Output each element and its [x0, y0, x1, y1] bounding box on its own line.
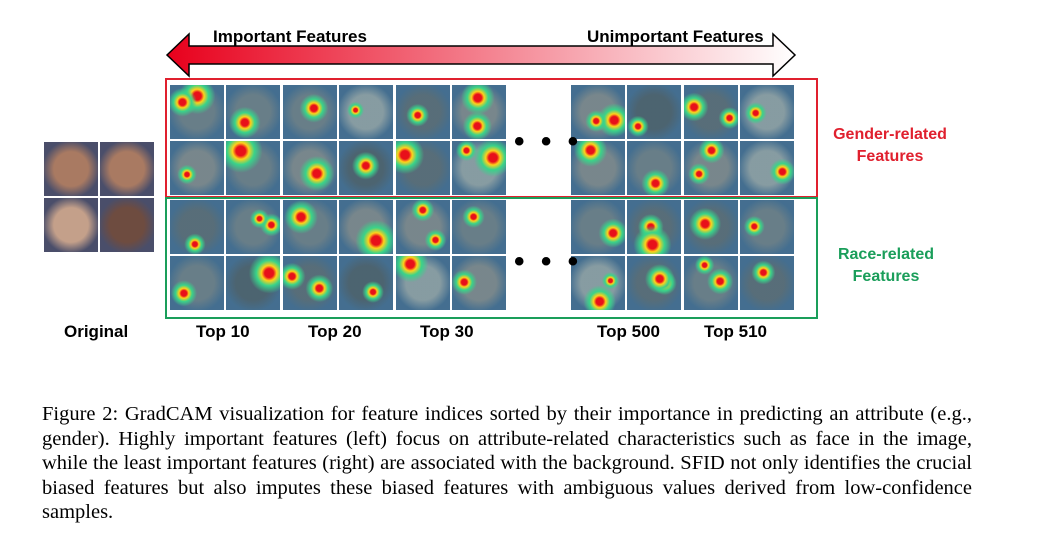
race-related-label: Race-related Features	[816, 244, 956, 288]
gradcam-tile	[740, 200, 794, 254]
gradcam-tile	[740, 256, 794, 310]
gradcam-tile	[571, 256, 625, 310]
original-face-image	[100, 142, 154, 196]
top30-label: Top 30	[420, 322, 474, 341]
gradcam-tile	[452, 256, 506, 310]
gradcam-tile	[170, 141, 224, 195]
original-face-image	[44, 198, 98, 252]
gradcam-tile	[740, 141, 794, 195]
top500-label: Top 500	[597, 322, 660, 341]
figure-caption: Figure 2: GradCAM visualization for feat…	[42, 403, 972, 524]
gradcam-tile	[627, 256, 681, 310]
original-label: Original	[64, 322, 129, 341]
gradcam-tile	[226, 256, 280, 310]
gradcam-tile	[684, 256, 738, 310]
gradcam-tile	[684, 85, 738, 139]
gradcam-tile	[339, 256, 393, 310]
gradcam-tile	[170, 256, 224, 310]
important-features-label: Important Features	[213, 27, 367, 46]
gradcam-tile	[283, 256, 337, 310]
gradcam-tile	[452, 85, 506, 139]
importance-arrow	[165, 32, 797, 78]
gradcam-tile	[396, 85, 450, 139]
gradcam-tile	[283, 85, 337, 139]
gradcam-tile	[339, 141, 393, 195]
original-face-image	[44, 142, 98, 196]
gradcam-tile	[684, 200, 738, 254]
race-label-line2: Features	[852, 268, 920, 285]
gradcam-tile	[452, 200, 506, 254]
top20-label: Top 20	[308, 322, 362, 341]
race-label-line1: Race-related	[837, 246, 935, 263]
gradcam-tile	[396, 200, 450, 254]
gender-label-line2: Features	[856, 148, 924, 165]
gradcam-tile	[283, 141, 337, 195]
gradcam-tile	[283, 200, 337, 254]
gender-label-line1: Gender-related	[833, 126, 947, 143]
gender-related-label: Gender-related Features	[820, 124, 960, 168]
top10-label: Top 10	[196, 322, 250, 341]
gradcam-tile	[170, 85, 224, 139]
gradcam-tile	[627, 200, 681, 254]
gradcam-tile	[226, 85, 280, 139]
original-face-image	[100, 198, 154, 252]
top510-label: Top 510	[704, 322, 767, 341]
race-features-box	[165, 197, 818, 319]
gradcam-tile	[226, 200, 280, 254]
gradcam-tile	[627, 141, 681, 195]
gradcam-tile	[684, 141, 738, 195]
gradcam-tile	[571, 200, 625, 254]
gradcam-tile	[627, 85, 681, 139]
gradcam-tile	[571, 85, 625, 139]
gradcam-tile	[571, 141, 625, 195]
gradcam-tile	[170, 200, 224, 254]
gradcam-tile	[339, 200, 393, 254]
gradcam-tile	[339, 85, 393, 139]
gradcam-tile	[396, 256, 450, 310]
gradcam-tile	[226, 141, 280, 195]
ellipsis-race: • • •	[514, 245, 583, 278]
gradcam-tile	[740, 85, 794, 139]
ellipsis-gender: • • •	[514, 125, 583, 158]
gradcam-tile	[396, 141, 450, 195]
unimportant-features-label: Unimportant Features	[587, 27, 764, 46]
gradcam-tile	[452, 141, 506, 195]
